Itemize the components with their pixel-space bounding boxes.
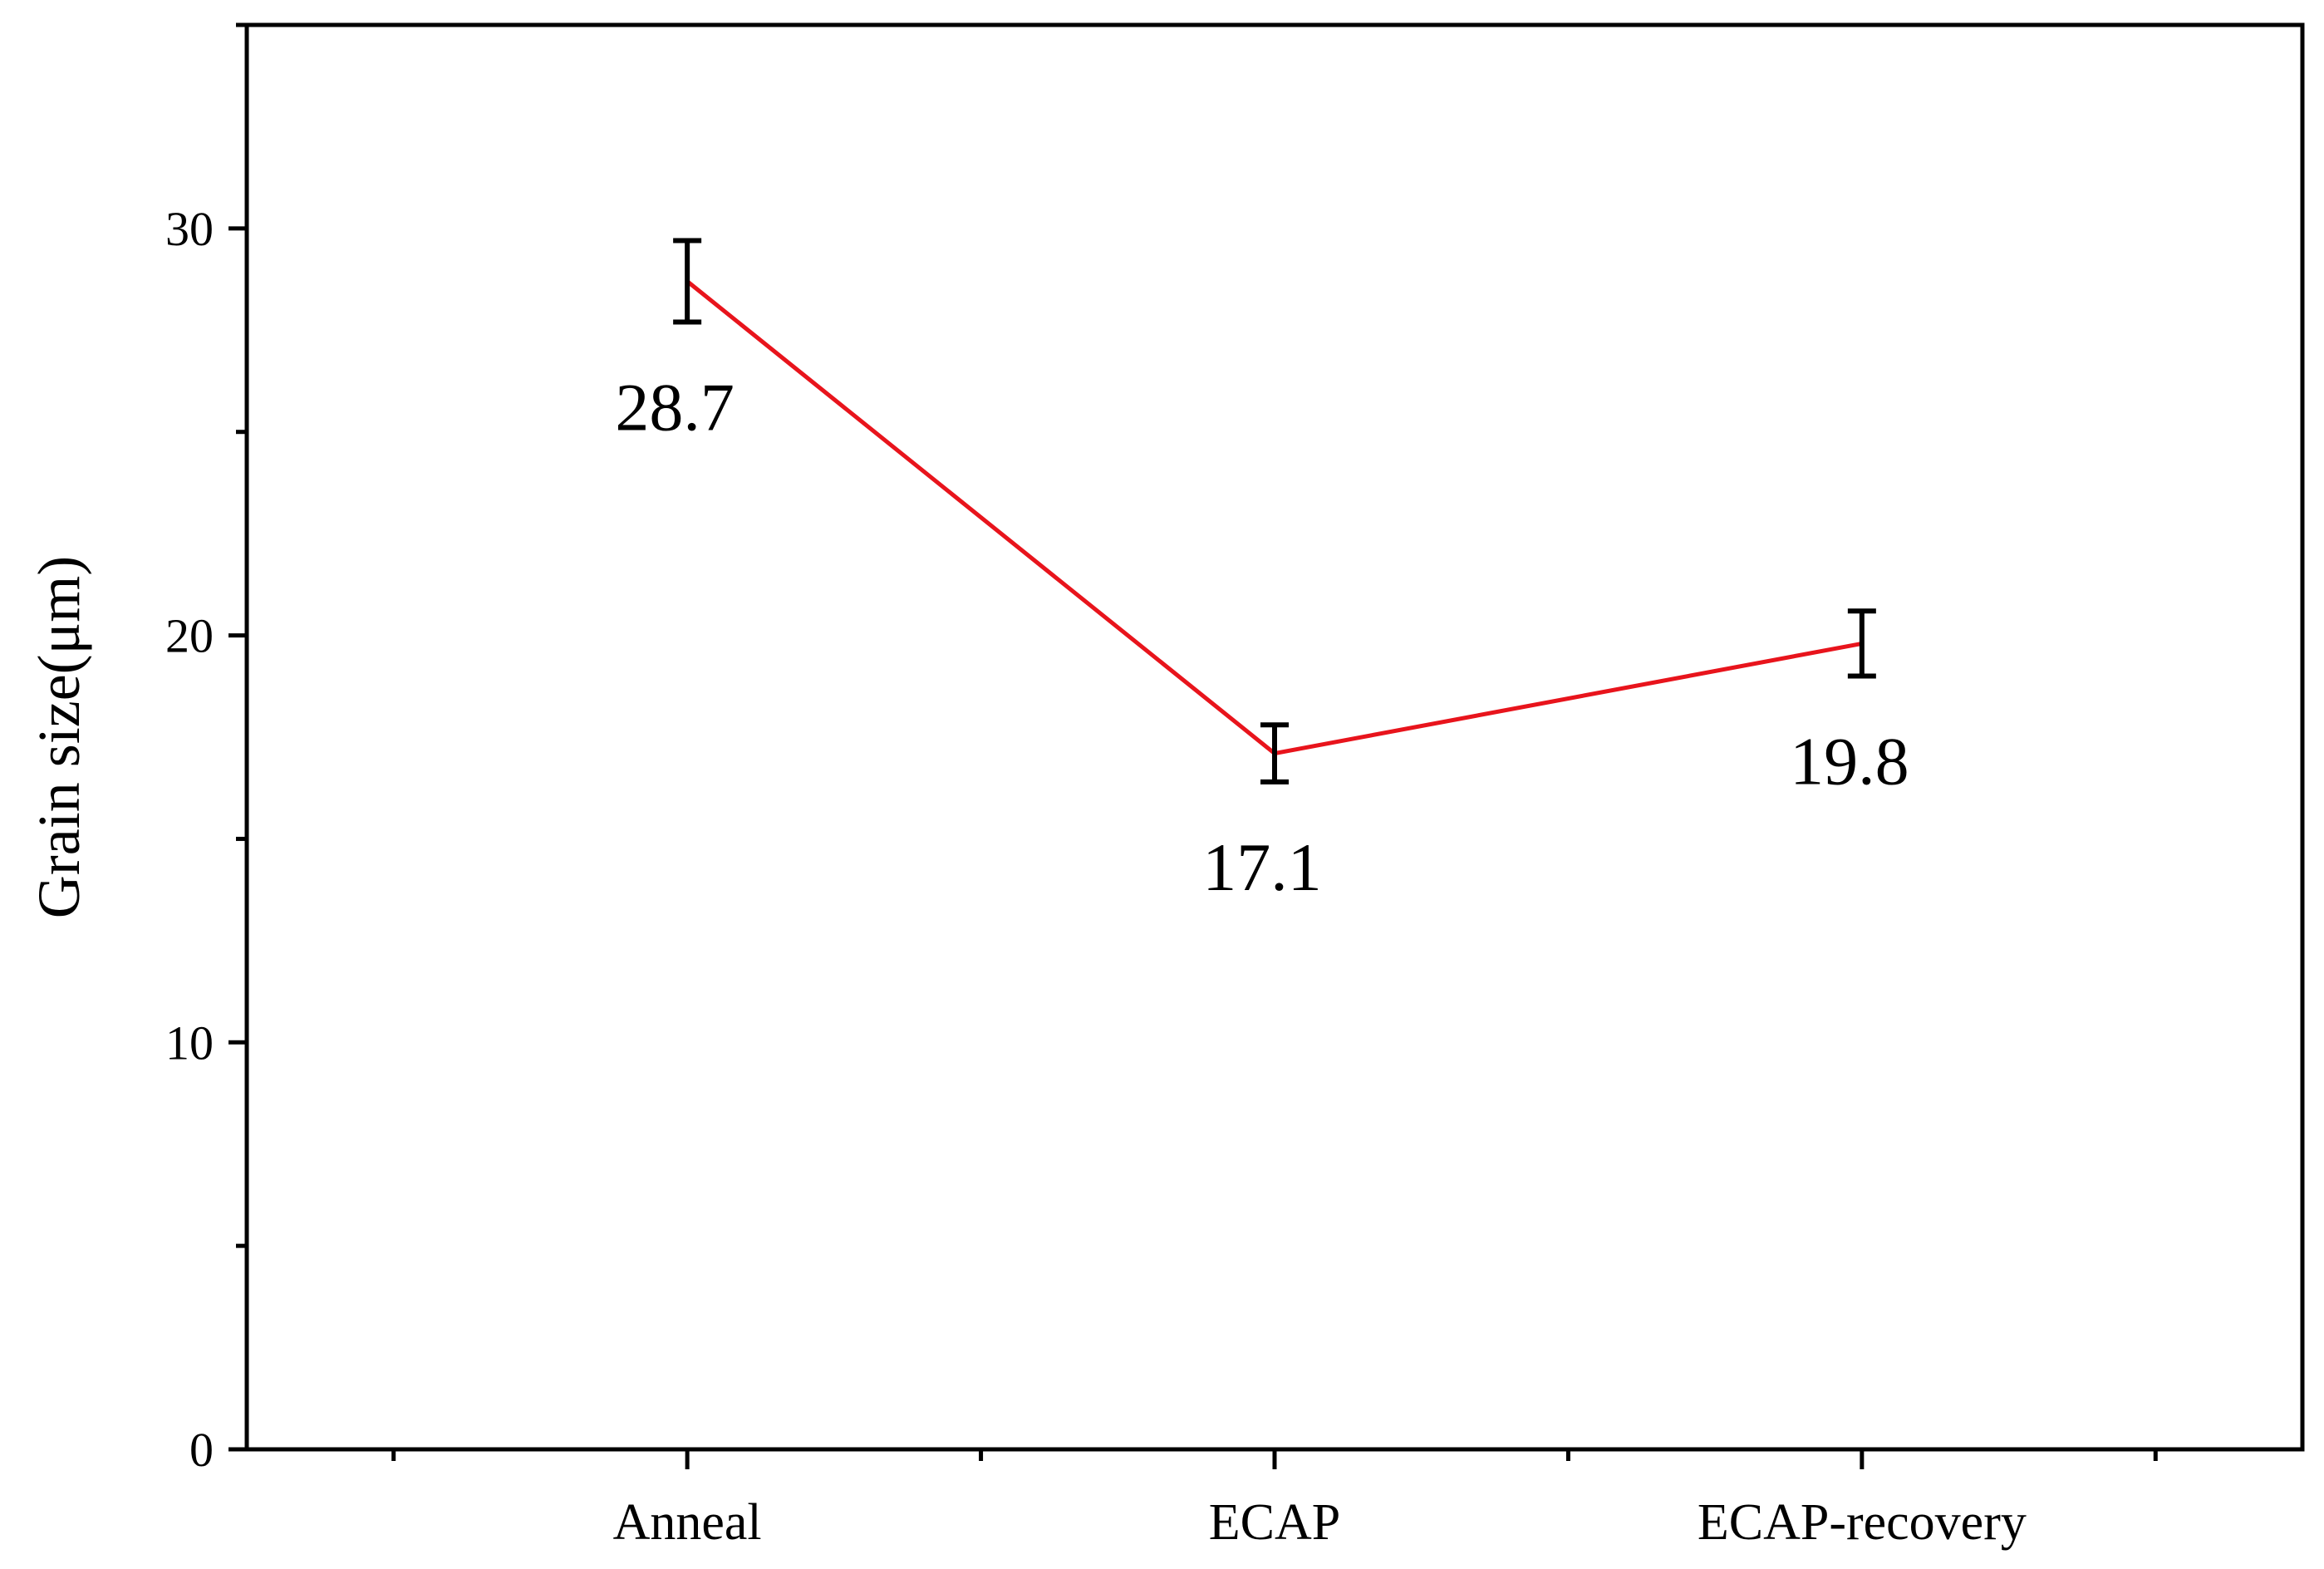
- y-tick-label: 20: [165, 609, 214, 663]
- y-tick-label: 10: [165, 1016, 214, 1070]
- data-label: 17.1: [1202, 829, 1322, 905]
- error-bar: [1847, 608, 1876, 679]
- y-tick-label: 30: [165, 202, 214, 256]
- series-layer: 28.7 17.1 19.8: [615, 238, 1909, 905]
- x-tick-label: Anneal: [613, 1494, 762, 1551]
- x-tick-label: ECAP-recovery: [1698, 1494, 2027, 1551]
- y-axis-label: Grain size(μm): [26, 556, 92, 918]
- axes-layer: 0 10 20 30 Anneal ECAP ECAP-recovery: [165, 22, 2158, 1551]
- error-bar: [673, 238, 702, 325]
- data-label: 19.8: [1790, 724, 1909, 799]
- y-tick-label: 0: [189, 1423, 214, 1477]
- error-bar: [1260, 722, 1289, 784]
- data-label: 28.7: [615, 369, 735, 445]
- series-line: [685, 279, 1863, 756]
- x-tick-label: ECAP: [1209, 1494, 1340, 1551]
